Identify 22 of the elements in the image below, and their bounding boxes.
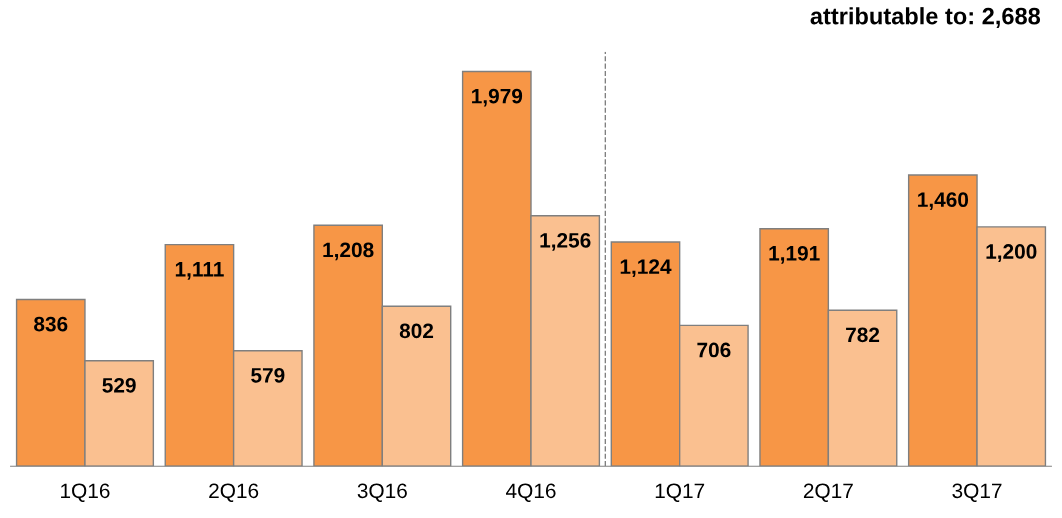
- data-label: 782: [846, 327, 880, 343]
- data-label: 1,191: [769, 245, 820, 264]
- data-label: 1,460: [918, 192, 969, 211]
- x-tick-label: 3Q16: [357, 483, 407, 502]
- data-label: 1,111: [175, 262, 224, 280]
- data-label: 1,208: [323, 242, 374, 261]
- x-tick-label: 1Q16: [61, 483, 110, 502]
- data-label: 1,200: [986, 244, 1037, 262]
- data-label: 529: [102, 377, 136, 393]
- x-tick-label: 1Q17: [655, 483, 705, 502]
- data-label: 1,256: [540, 232, 591, 251]
- data-label: 802: [399, 323, 434, 339]
- data-label: 579: [251, 367, 285, 383]
- x-tick-label: 4Q16: [506, 483, 556, 502]
- x-tick-label: 2Q16: [209, 483, 259, 502]
- data-label: 836: [34, 316, 68, 332]
- x-tick-label: 2Q17: [803, 483, 853, 502]
- data-label: 1,979: [472, 88, 523, 107]
- data-label: 706: [697, 342, 731, 358]
- data-label: 1,124: [620, 259, 672, 278]
- x-tick-label: 3Q17: [952, 483, 1002, 502]
- text: attributable to: 2,688: [810, 7, 1041, 28]
